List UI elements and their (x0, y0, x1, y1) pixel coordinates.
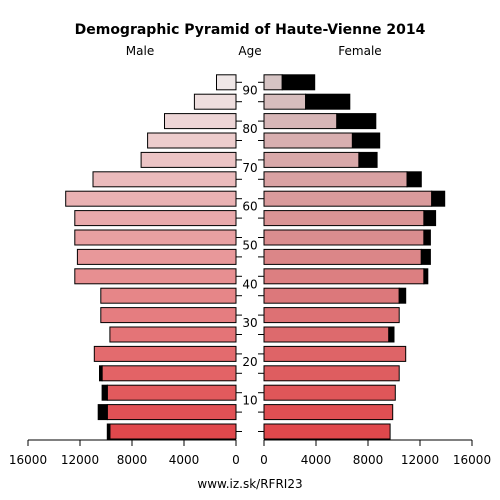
age-tick-label: 90 (242, 83, 257, 97)
chart-title: Demographic Pyramid of Haute-Vienne 2014 (75, 22, 426, 38)
male-bar-40-44 (74, 268, 237, 285)
x-axis-female: 0 4000 8000 12000 16000 (260, 439, 491, 467)
male-bar-45-49 (76, 248, 237, 265)
female-label: Female (338, 44, 381, 58)
male-bar-70-74 (140, 151, 237, 168)
female-excess-bar-55-59 (423, 210, 437, 227)
male-bar-5-9 (106, 404, 237, 421)
age-tick-label: 30 (242, 316, 257, 330)
age-tick-label: 10 (242, 394, 257, 408)
female-bar-70-74 (263, 151, 360, 168)
female-excess-bar-35-39 (398, 287, 407, 304)
female-excess-bar-45-49 (420, 248, 431, 265)
female-excess-bar-40-44 (423, 268, 429, 285)
age-axis: 90 80 70 60 50 40 30 20 10 (236, 81, 264, 432)
male-bar-35-39 (100, 287, 237, 304)
age-tick-label: 60 (242, 200, 257, 214)
male-bar-80-84 (164, 113, 237, 130)
x-tick-label-female: 16000 (453, 453, 491, 467)
male-bars (65, 74, 237, 440)
female-bar-75-79 (263, 132, 353, 149)
age-tick-label: 70 (242, 161, 257, 175)
male-bar-85-89 (193, 93, 237, 110)
female-bar-0-4 (263, 423, 391, 440)
female-bar-15-19 (263, 365, 400, 382)
male-bar-50-54 (74, 229, 237, 246)
male-label: Male (126, 44, 154, 58)
female-bar-25-29 (263, 326, 390, 343)
female-bar-65-69 (263, 171, 408, 188)
male-bar-10-14 (106, 384, 237, 401)
female-excess-bar-50-54 (423, 229, 431, 246)
x-tick-label-female: 4000 (301, 453, 332, 467)
female-bar-5-9 (263, 404, 394, 421)
male-excess-bar-0-4 (106, 423, 111, 440)
female-bar-10-14 (263, 384, 396, 401)
male-excess-bar-5-9 (97, 404, 108, 421)
female-bar-80-84 (263, 113, 338, 130)
male-bar-90+ (216, 74, 237, 91)
x-tick-label-male: 0 (232, 453, 240, 467)
x-tick-label-female: 0 (260, 453, 268, 467)
male-bar-55-59 (74, 210, 237, 227)
female-bar-40-44 (263, 268, 425, 285)
female-bar-50-54 (263, 229, 425, 246)
male-bar-25-29 (109, 326, 237, 343)
female-excess-bar-25-29 (388, 326, 395, 343)
age-label: Age (238, 44, 261, 58)
female-bar-45-49 (263, 248, 422, 265)
female-excess-bar-65-69 (406, 171, 422, 188)
x-tick-label-male: 8000 (117, 453, 148, 467)
male-bar-15-19 (101, 365, 237, 382)
x-tick-label-male: 4000 (169, 453, 200, 467)
female-excess-bar-90+ (281, 74, 316, 91)
age-tick-label: 40 (242, 277, 257, 291)
female-bar-90+ (263, 74, 283, 91)
x-tick-label-male: 12000 (61, 453, 99, 467)
x-tick-label-male: 16000 (9, 453, 47, 467)
female-excess-bar-70-74 (358, 151, 378, 168)
male-bar-0-4 (109, 423, 237, 440)
male-bar-65-69 (92, 171, 237, 188)
source-label: www.iz.sk/RFRI23 (197, 477, 302, 491)
male-bar-60-64 (65, 190, 237, 207)
x-tick-label-female: 12000 (401, 453, 439, 467)
male-bar-20-24 (93, 345, 237, 362)
female-bars (263, 74, 446, 440)
female-bar-35-39 (263, 287, 400, 304)
male-bar-75-79 (147, 132, 237, 149)
female-excess-bar-60-64 (431, 190, 446, 207)
x-axis-male: 16000 12000 8000 4000 0 (9, 439, 240, 467)
female-bar-20-24 (263, 345, 407, 362)
x-tick-label-female: 8000 (353, 453, 384, 467)
male-bar-30-34 (100, 307, 237, 324)
age-tick-label: 50 (242, 239, 257, 253)
female-bar-55-59 (263, 210, 425, 227)
age-tick-label: 80 (242, 122, 257, 136)
male-excess-bar-15-19 (99, 365, 103, 382)
male-excess-bar-10-14 (101, 384, 108, 401)
female-excess-bar-85-89 (305, 93, 351, 110)
female-excess-bar-75-79 (351, 132, 381, 149)
female-bar-85-89 (263, 93, 307, 110)
female-bar-60-64 (263, 190, 433, 207)
female-bar-30-34 (263, 307, 400, 324)
age-tick-label: 20 (242, 355, 257, 369)
female-excess-bar-80-84 (336, 113, 377, 130)
